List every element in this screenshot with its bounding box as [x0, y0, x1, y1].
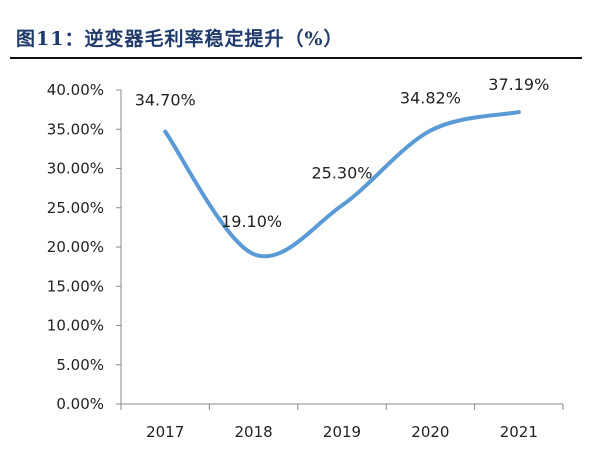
y-tick-label: 25.00%: [47, 199, 104, 217]
data-label: 34.70%: [135, 91, 196, 110]
x-tick-label: 2019: [323, 423, 361, 441]
y-tick-label: 0.00%: [56, 395, 104, 413]
data-label: 25.30%: [311, 163, 372, 182]
chart-title: 图11：逆变器毛利率稳定提升（%）: [16, 28, 344, 50]
x-tick-label: 2017: [146, 423, 184, 441]
y-tick-label: 5.00%: [56, 356, 104, 374]
x-tick-label: 2018: [235, 423, 273, 441]
series-line: [163, 110, 521, 259]
data-label: 19.10%: [221, 212, 282, 231]
y-tick-label: 10.00%: [47, 317, 104, 335]
y-tick-label: 30.00%: [47, 160, 104, 178]
title-divider: [10, 57, 582, 59]
x-tick-label: 2021: [500, 423, 538, 441]
y-tick-label: 40.00%: [47, 81, 104, 99]
data-label: 34.82%: [400, 89, 461, 108]
y-tick-label: 35.00%: [47, 120, 104, 138]
x-tick-label: 2020: [411, 423, 449, 441]
y-tick-label: 15.00%: [47, 277, 104, 295]
data-label: 37.19%: [488, 75, 549, 94]
y-tick-label: 20.00%: [47, 238, 104, 256]
